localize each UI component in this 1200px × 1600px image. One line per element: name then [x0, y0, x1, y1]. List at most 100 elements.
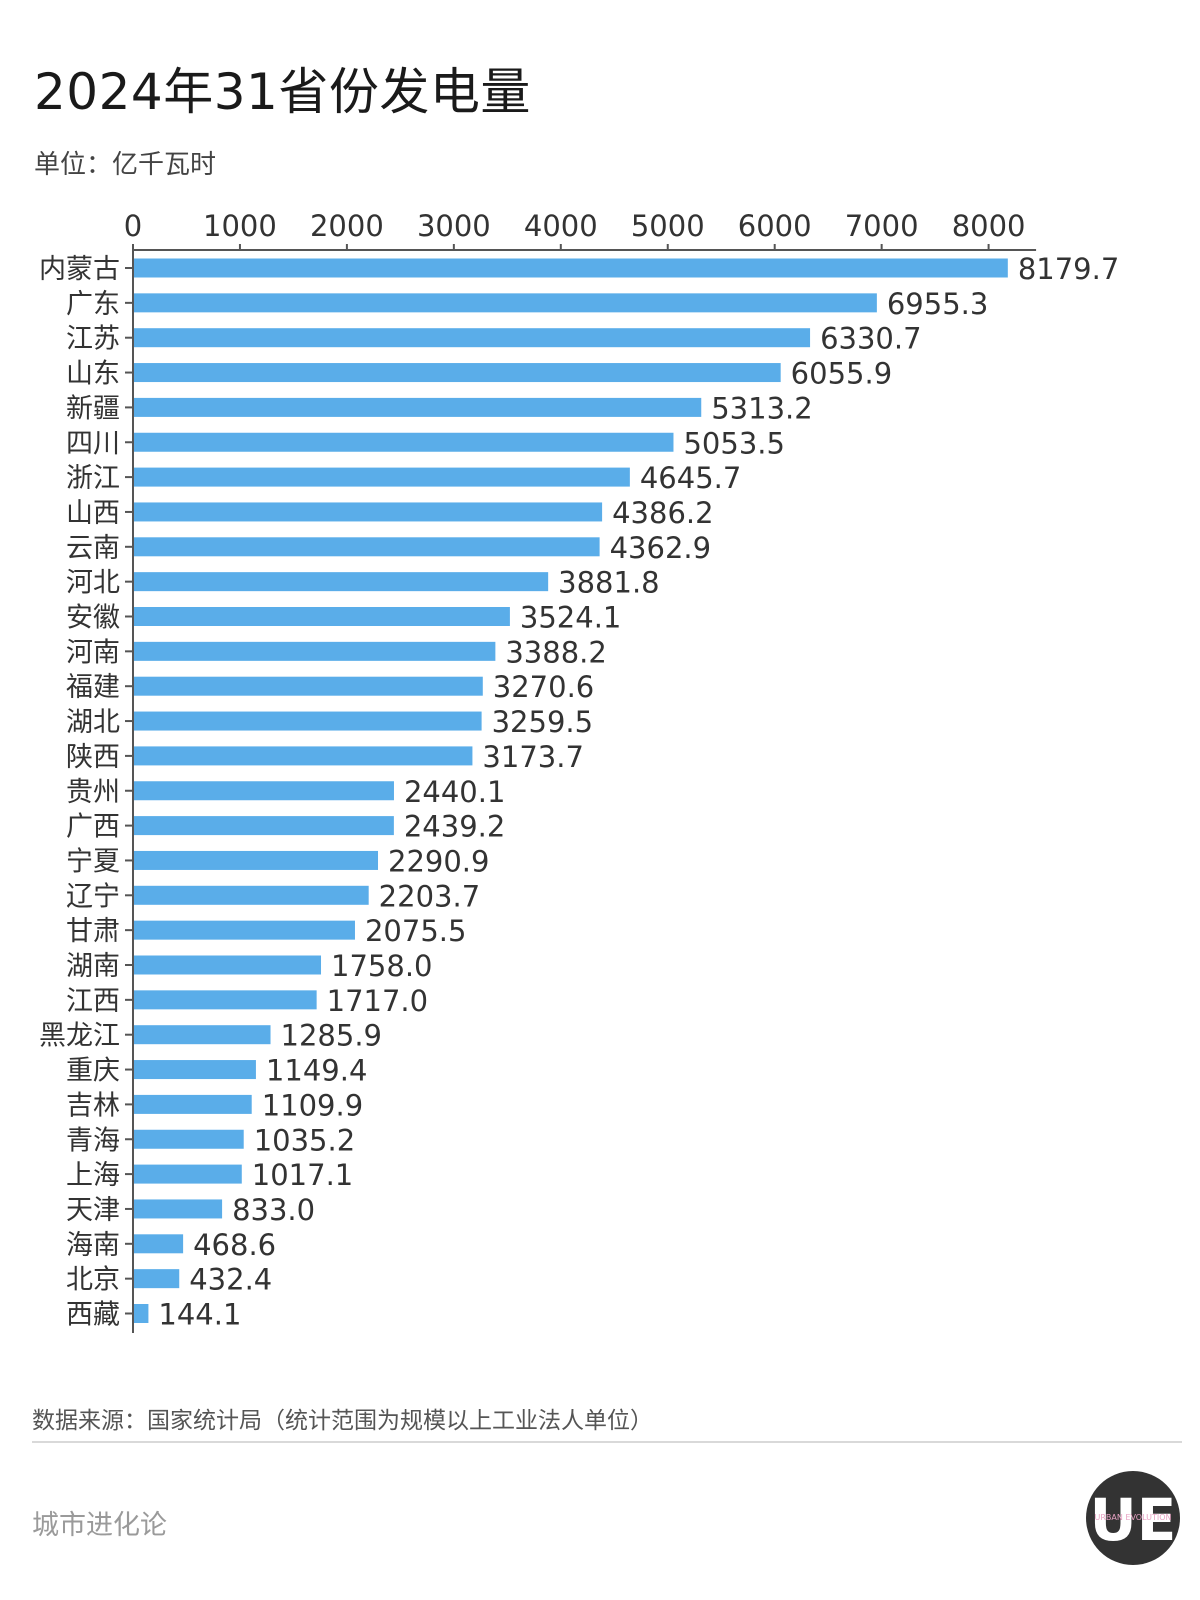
x-tick-label: 2000 [310, 209, 384, 243]
category-label: 云南 [66, 533, 120, 564]
x-tick-label: 6000 [738, 209, 812, 243]
bar [134, 920, 355, 940]
category-label: 内蒙古 [39, 254, 120, 285]
category-label: 辽宁 [66, 881, 120, 912]
x-tick-label: 7000 [845, 209, 919, 243]
bar [134, 816, 394, 836]
category-label: 北京 [66, 1265, 120, 1296]
category-label: 海南 [66, 1230, 120, 1261]
bar [134, 1269, 180, 1289]
category-label: 福建 [66, 672, 120, 703]
value-label: 8179.7 [1018, 252, 1119, 286]
x-tick-label: 0 [124, 209, 142, 243]
x-tick-label: 3000 [417, 209, 491, 243]
value-label: 833.0 [232, 1193, 315, 1227]
bar [134, 885, 369, 905]
bar [134, 1164, 242, 1184]
bar [134, 955, 322, 975]
axes [125, 249, 1037, 1333]
category-label: 河北 [66, 568, 120, 599]
category-label: 河南 [66, 637, 120, 668]
chart-title: 2024年31省份发电量 [34, 63, 531, 121]
category-label: 广西 [66, 812, 120, 843]
value-label: 4362.9 [610, 531, 711, 565]
value-label: 6955.3 [887, 287, 988, 321]
value-label: 4386.2 [612, 496, 713, 530]
category-label: 天津 [66, 1195, 120, 1226]
bar [134, 363, 781, 383]
bar [134, 432, 674, 452]
value-label: 432.4 [189, 1263, 272, 1297]
value-label: 6055.9 [791, 357, 892, 391]
bar [134, 1129, 244, 1149]
value-label: 1035.2 [254, 1123, 355, 1157]
category-label: 甘肃 [66, 916, 120, 947]
category-label: 重庆 [66, 1056, 120, 1087]
bar [134, 1094, 252, 1114]
bar [134, 781, 394, 801]
bar [134, 607, 510, 626]
bar [134, 502, 603, 522]
category-label: 贵州 [66, 777, 120, 808]
value-label: 1017.1 [252, 1158, 353, 1192]
value-label: 3388.2 [505, 635, 606, 669]
value-label: 6330.7 [820, 322, 921, 356]
category-label: 四川 [66, 428, 120, 459]
category-label: 上海 [66, 1160, 120, 1191]
category-label: 山西 [66, 498, 120, 529]
value-label: 1149.4 [266, 1054, 367, 1088]
bar [134, 1025, 271, 1045]
unit-label: 单位：亿千瓦时 [34, 150, 217, 180]
bar [134, 1199, 223, 1219]
value-label: 3173.7 [482, 740, 583, 774]
value-label: 1758.0 [331, 949, 432, 983]
bar [134, 641, 496, 661]
brand-name: 城市进化论 [32, 1510, 167, 1541]
value-label: 3259.5 [492, 705, 593, 739]
bar [134, 1234, 184, 1254]
value-label: 5313.2 [711, 391, 812, 425]
value-label: 2075.5 [365, 914, 466, 948]
bar [134, 1304, 149, 1323]
bar [134, 537, 600, 557]
bar [134, 467, 630, 487]
ue-logo-icon: UE URBAN EVOLUTION [1086, 1471, 1180, 1565]
data-source: 数据来源：国家统计局（统计范围为规模以上工业法人单位） [32, 1408, 653, 1434]
bars: 内蒙古 8179.7 广东 6955.3 江苏 6330.7 山东 6055.9 新疆 5313.… [39, 252, 1119, 1332]
bar [134, 258, 1008, 278]
category-label: 浙江 [66, 463, 120, 494]
category-label: 江苏 [66, 324, 120, 355]
bar [134, 293, 877, 313]
category-label: 黑龙江 [39, 1021, 120, 1052]
x-tick-label: 5000 [631, 209, 705, 243]
bar [134, 1060, 256, 1080]
category-label: 陕西 [66, 742, 120, 773]
x-tick-label: 1000 [203, 209, 277, 243]
value-label: 1717.0 [327, 984, 428, 1018]
value-label: 2439.2 [404, 810, 505, 844]
bar-chart: 0 1000 2000 3000 4000 5000 6000 7000 8000 内蒙古 817… [39, 209, 1119, 1333]
category-label: 西藏 [66, 1300, 120, 1331]
value-label: 468.6 [193, 1228, 276, 1262]
category-label: 吉林 [66, 1090, 120, 1121]
bar [134, 850, 379, 870]
value-label: 3270.6 [493, 670, 594, 704]
logo-small-text: URBAN EVOLUTION [1094, 1513, 1171, 1522]
value-label: 144.1 [158, 1298, 241, 1332]
bar [134, 397, 702, 417]
category-label: 湖北 [66, 707, 120, 738]
value-label: 2440.1 [404, 775, 505, 809]
value-label: 2203.7 [379, 879, 480, 913]
x-tick-label: 8000 [952, 209, 1026, 243]
bar [134, 746, 473, 766]
bar [134, 328, 811, 348]
x-tick-label: 4000 [524, 209, 598, 243]
category-label: 安徽 [66, 603, 120, 634]
category-label: 湖南 [66, 951, 120, 982]
bar [134, 676, 483, 696]
x-axis-ticks: 0 1000 2000 3000 4000 5000 6000 7000 8000 [124, 209, 1026, 250]
bar [134, 711, 482, 731]
bar [134, 990, 317, 1010]
divider [32, 1441, 1182, 1443]
category-label: 广东 [66, 289, 120, 320]
